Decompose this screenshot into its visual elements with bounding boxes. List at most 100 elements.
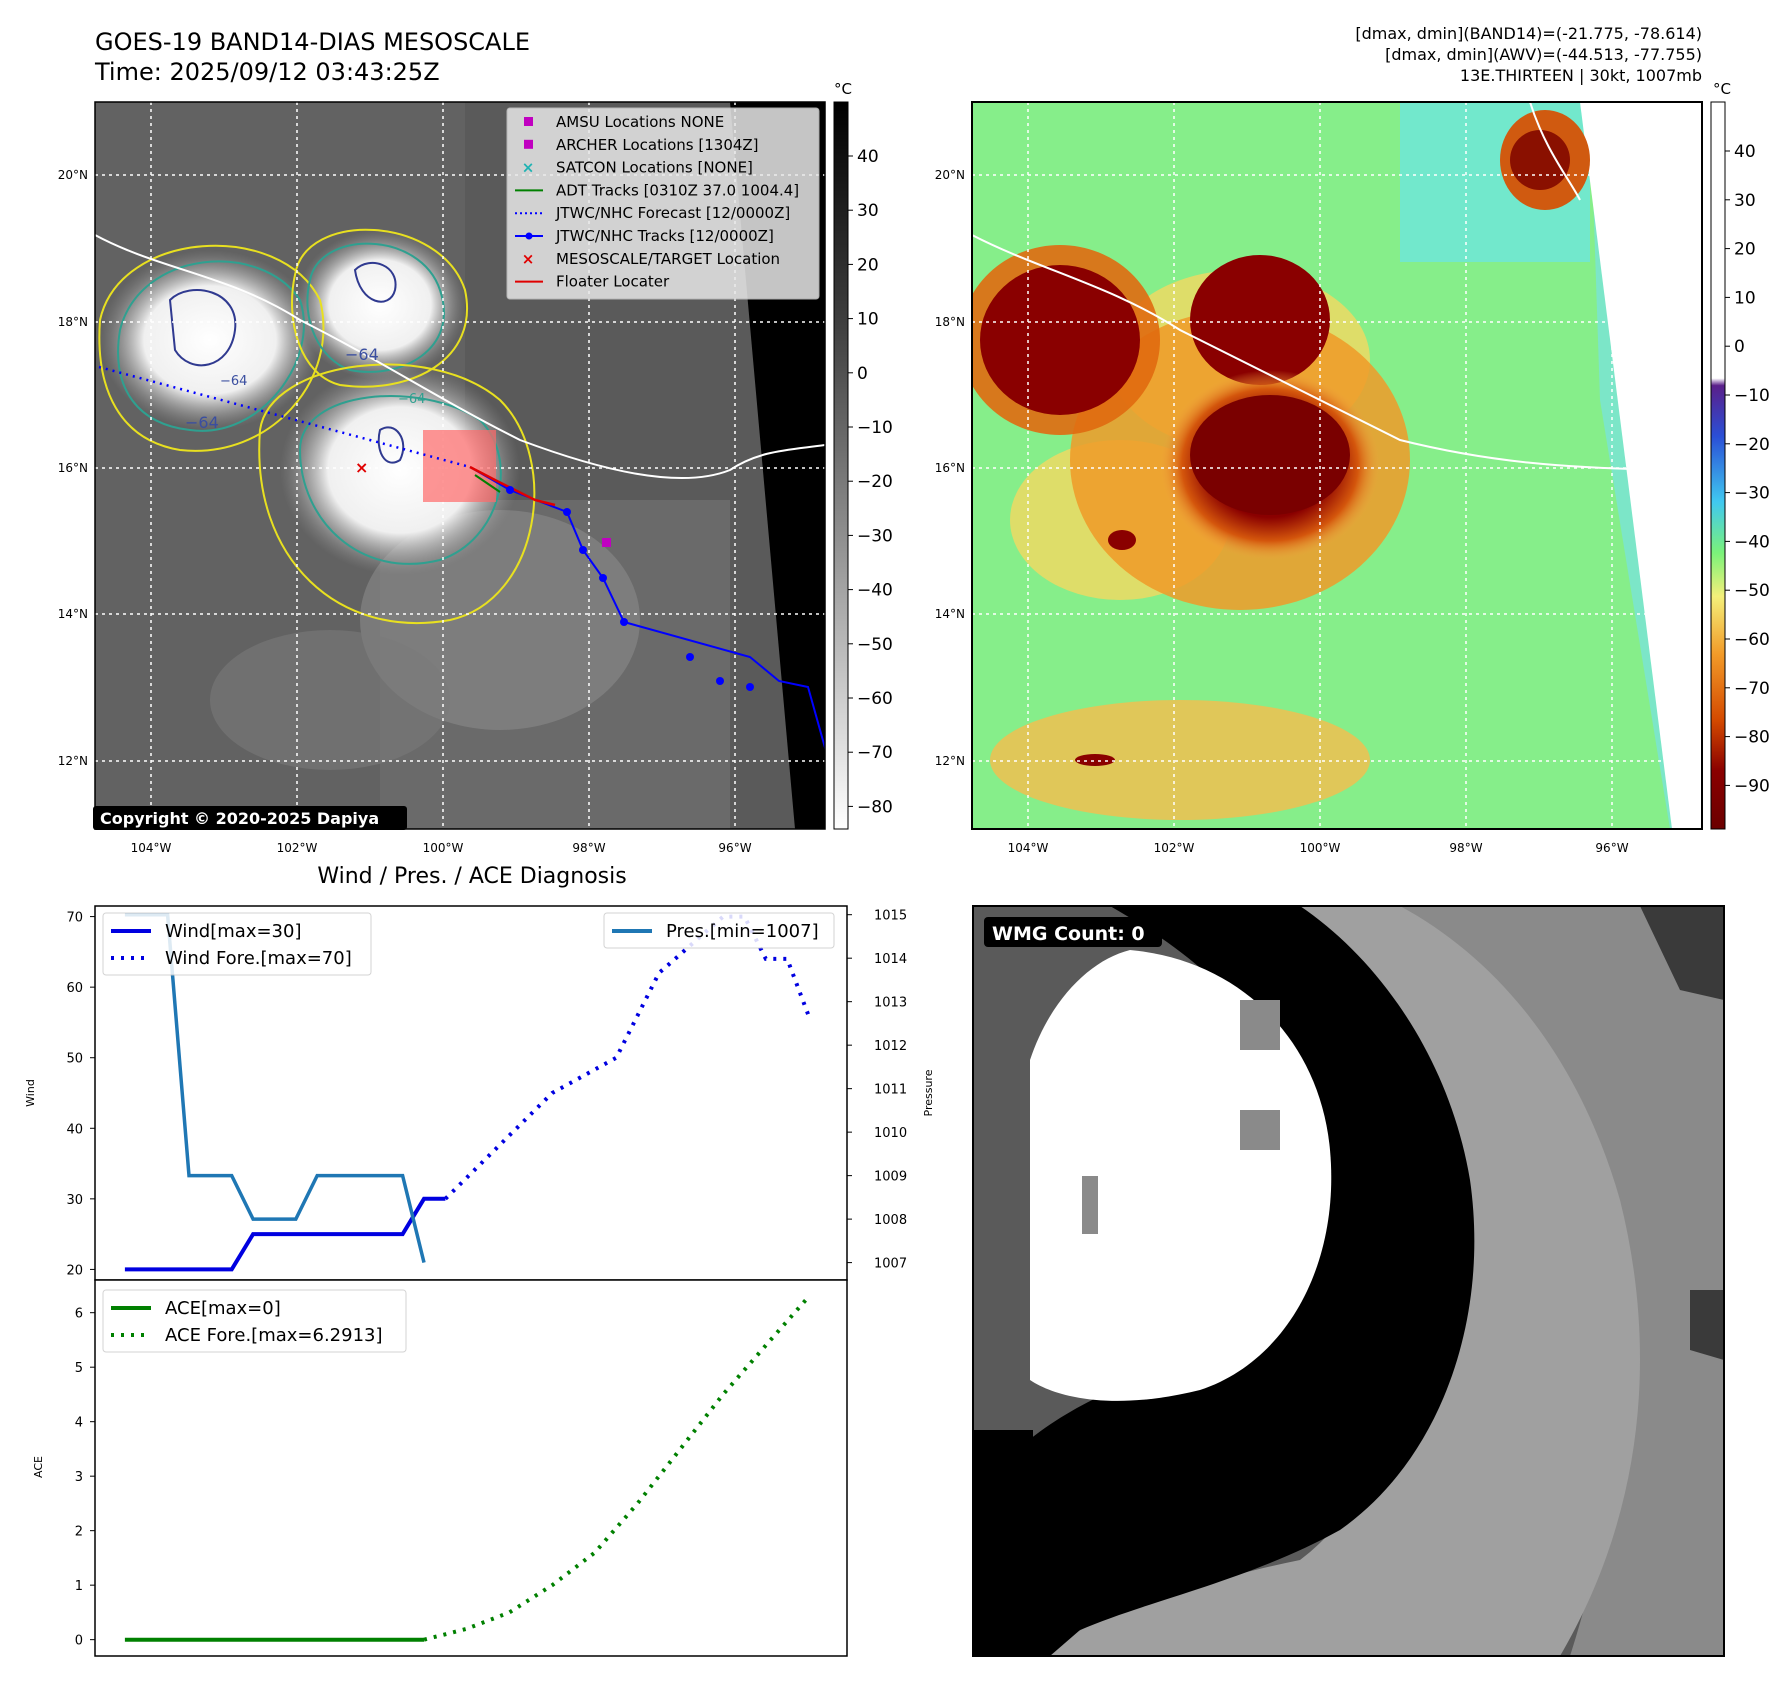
series-line — [124, 912, 426, 1264]
legend-entry: ARCHER Locations [1304Z] — [524, 136, 759, 154]
legend-entry: AMSU Locations NONE — [524, 113, 724, 131]
awv-colorbar-tick-label: 10 — [1734, 288, 1756, 308]
chart-legend-label: ACE Fore.[max=6.2913] — [165, 1325, 383, 1346]
y-tick-label: 20 — [66, 1263, 83, 1278]
y2-tick-label: 1011 — [874, 1083, 907, 1098]
awv-map-panel: 20°N 18°N 16°N 14°N 12°N 104°W 102°W 100°W 98°W… — [935, 101, 1703, 855]
chart-legend-label: Wind Fore.[max=70] — [165, 948, 352, 969]
jtwc-forecast-track — [98, 365, 471, 469]
awv-colorbar: °C 40 30 20 10 0 −10 −20 −30 −40 −50 −60 −70 −80 −90 — [1710, 80, 1770, 830]
target-marker: × — [355, 458, 368, 477]
ir-colorbar-tick-label: −60 — [857, 689, 893, 709]
contour-label-2: −64 — [185, 413, 219, 432]
pressure-axis-label: Pressure — [922, 1069, 935, 1116]
awv-colorbar-tick-label: 40 — [1734, 142, 1756, 162]
awv-lon-label: 98°W — [1449, 841, 1482, 855]
ir-colorbar-tick-label: 0 — [857, 364, 868, 384]
y-tick-label: 50 — [66, 1052, 83, 1067]
chart-legend-label: Wind[max=30] — [165, 921, 302, 942]
legend-marker-dot — [525, 232, 533, 240]
awv-colorbar-tick-label: −20 — [1734, 435, 1770, 455]
ir-lat-label: 20°N — [58, 168, 88, 182]
chart-legend-label: Pres.[min=1007] — [666, 921, 819, 942]
info-band14: [dmax, dmin](BAND14)=(-21.775, -78.614) — [1355, 24, 1702, 43]
copyright-text: Copyright © 2020-2025 Dapiya — [100, 809, 379, 828]
awv-gridlines — [972, 102, 1702, 829]
adt-track — [474, 474, 501, 493]
legend-label: JTWC/NHC Forecast [12/0000Z] — [555, 204, 790, 222]
awv-lon-label: 100°W — [1300, 841, 1341, 855]
legend-entry: JTWC/NHC Forecast [12/0000Z] — [515, 204, 790, 222]
awv-lat-label: 14°N — [935, 607, 965, 621]
awv-colorbar-tick-label: 20 — [1734, 240, 1756, 260]
ir-colorbar-tick-label: −30 — [857, 526, 893, 546]
floater-locater-line — [469, 465, 556, 507]
ir-colorbar-tick-label: 10 — [857, 310, 879, 330]
ir-lon-label: 100°W — [423, 841, 464, 855]
awv-colorbar-tick-label: 0 — [1734, 337, 1745, 357]
legend-marker-square — [524, 117, 533, 126]
archer-marker — [602, 538, 611, 547]
contour-label-4: −64 — [220, 374, 247, 389]
chart-legend-box — [102, 1289, 407, 1353]
ir-lat-label: 14°N — [58, 607, 88, 621]
ir-legend: AMSU Locations NONE ARCHER Locations [130… — [506, 107, 820, 300]
legend-label: ADT Tracks [0310Z 37.0 1004.4] — [556, 181, 799, 199]
y2-tick-label: 1013 — [874, 996, 907, 1011]
ir-colorbar-tick-label: −70 — [857, 743, 893, 763]
y2-tick-label: 1008 — [874, 1213, 907, 1228]
awv-lon-label: 102°W — [1154, 841, 1195, 855]
wmg-panel: WMG Count: 0 — [972, 905, 1725, 1657]
y-tick-label: 60 — [66, 981, 83, 996]
ace-chart: 0 1 2 3 4 5 6 ACE ACE[max=0] ACE Fore.[max=6.29… — [32, 1279, 848, 1657]
awv-lat-label: 18°N — [935, 315, 965, 329]
awv-colorbar-tick-label: −70 — [1734, 679, 1770, 699]
figure-title: GOES-19 BAND14-DIAS MESOSCALE — [95, 28, 530, 56]
y-tick-label: 5 — [75, 1361, 83, 1376]
awv-colorbar-tick-label: −40 — [1734, 532, 1770, 552]
info-storm: 13E.THIRTEEN | 30kt, 1007mb — [1460, 66, 1702, 85]
y2-tick-label: 1012 — [874, 1039, 907, 1054]
legend-entry: Floater Locater — [515, 273, 670, 291]
y2-tick-label: 1007 — [874, 1257, 907, 1272]
awv-colorbar-tick-label: −50 — [1734, 581, 1770, 601]
legend-label: MESOSCALE/TARGET Location — [556, 250, 780, 268]
legend-marker-x: × — [522, 250, 535, 268]
awv-lat-label: 12°N — [935, 754, 965, 768]
ir-lon-label: 96°W — [718, 841, 751, 855]
ir-colorbar-tick-label: −80 — [857, 797, 893, 817]
legend-marker-square — [524, 139, 533, 149]
legend-marker-x: × — [522, 159, 535, 177]
ir-colorbar-tick-label: 30 — [857, 201, 879, 221]
y-tick-label: 40 — [66, 1122, 83, 1137]
y-tick-label: 6 — [75, 1307, 83, 1322]
y2-tick-label: 1015 — [874, 909, 907, 924]
legend-label: Floater Locater — [556, 273, 670, 291]
y2-tick-label: 1014 — [874, 952, 907, 967]
ir-colorbar-tick-label: −20 — [857, 472, 893, 492]
awv-colorbar-tick-label: −60 — [1734, 630, 1770, 650]
ir-colorbar-tick-label: −40 — [857, 581, 893, 601]
awv-colorbar-tick-label: −80 — [1734, 728, 1770, 748]
awv-lon-label: 104°W — [1008, 841, 1049, 855]
ir-map-panel: × −64 −64 −64 −64 AMSU Locations NONE ARC… — [58, 101, 826, 855]
legend-label: ARCHER Locations [1304Z] — [556, 136, 759, 154]
awv-lat-label: 16°N — [935, 461, 965, 475]
awv-lat-label: 20°N — [935, 168, 965, 182]
awv-colorbar-tick-label: −90 — [1734, 776, 1770, 796]
ace-axis-label: ACE — [32, 1456, 45, 1478]
y-tick-label: 4 — [75, 1416, 83, 1431]
ir-colorbar-tick-label: 40 — [857, 147, 879, 167]
y-tick-label: 3 — [75, 1470, 83, 1485]
y-tick-label: 1 — [75, 1579, 83, 1594]
ir-colorbar-tick-label: 20 — [857, 255, 879, 275]
series-line — [124, 1196, 446, 1272]
ir-lat-label: 12°N — [58, 754, 88, 768]
legend-entry: JTWC/NHC Tracks [12/0000Z] — [515, 227, 774, 245]
ir-lon-label: 104°W — [131, 841, 172, 855]
floater-box — [423, 430, 496, 502]
awv-colorbar-unit: °C — [1713, 80, 1731, 98]
figure-time: Time: 2025/09/12 03:43:25Z — [94, 58, 440, 86]
contour-label-3: −64 — [398, 392, 425, 407]
